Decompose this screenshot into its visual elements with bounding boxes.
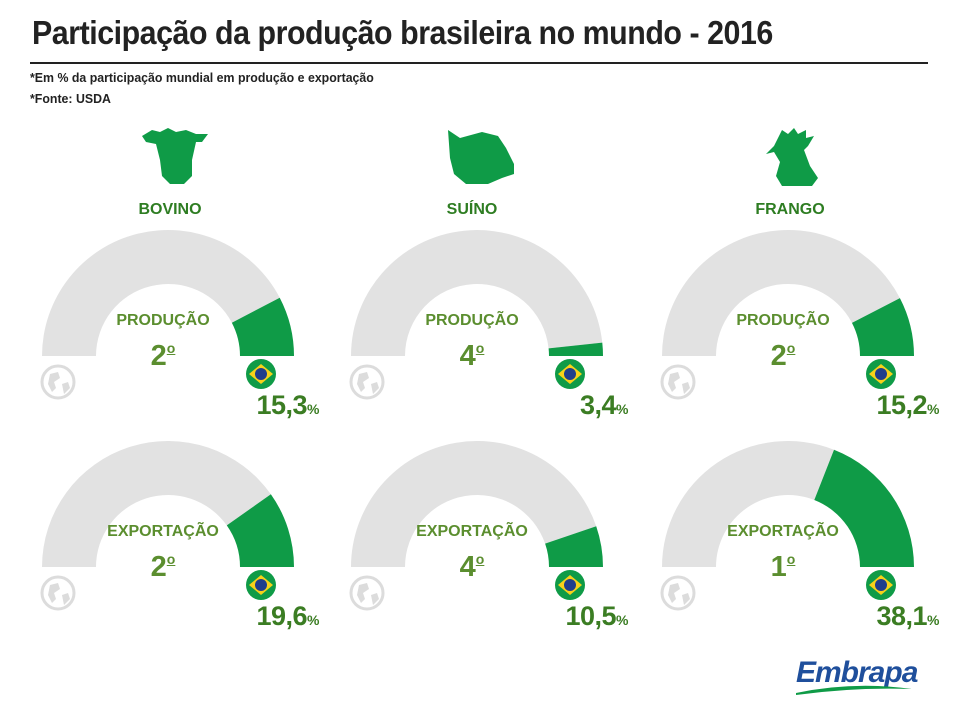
gauge-fill <box>545 526 603 567</box>
gauge-track <box>351 440 597 567</box>
brazil-flag-icon <box>246 570 276 600</box>
gauge-fill <box>851 298 914 356</box>
gauge-rank: 1o <box>770 551 796 583</box>
cow-head-icon <box>142 128 208 184</box>
source-note: *Fonte: USDA <box>30 91 111 106</box>
pig-head-icon <box>448 130 514 184</box>
gauge-percent: 10,5% <box>565 601 628 631</box>
gauge-track <box>351 230 603 356</box>
gauge-track <box>662 440 835 567</box>
gauge-rank: 2o <box>150 551 176 583</box>
gauge-rank: 2o <box>770 340 796 372</box>
brazil-flag-icon <box>866 570 896 600</box>
gauge-rank: 4o <box>459 340 485 372</box>
gauge-metric-label: EXPORTAÇÃO <box>727 523 839 540</box>
gauge-arc <box>351 440 603 567</box>
globe-icon <box>349 364 385 400</box>
gauge-bovino-producao: PRODUÇÃO 2o 15,3% <box>33 230 333 442</box>
gauge-arc <box>662 229 914 356</box>
gauge-suino-producao: PRODUÇÃO 4o 3,4% <box>342 230 642 442</box>
gauge-percent: 15,3% <box>256 390 319 420</box>
gauge-arc <box>42 230 294 356</box>
gauge-arc <box>42 441 294 567</box>
category-label-suino: SUÍNO <box>446 201 498 218</box>
gauge-metric-label: EXPORTAÇÃO <box>416 523 528 540</box>
gauge-percent: 38,1% <box>876 601 939 631</box>
gauge-metric-label: PRODUÇÃO <box>116 312 210 329</box>
category-label-frango: FRANGO <box>755 201 825 218</box>
rooster-head-icon <box>766 128 818 186</box>
brazil-flag-icon <box>866 359 896 389</box>
gauge-fill <box>548 342 603 356</box>
gauge-frango-producao: PRODUÇÃO 2o 15,2% <box>653 229 953 442</box>
gauge-percent: 15,2% <box>876 390 939 420</box>
gauge-rank: 4o <box>459 551 485 583</box>
globe-icon <box>660 575 696 611</box>
gauge-fill <box>814 449 914 567</box>
gauge-fill <box>226 494 294 567</box>
title-underline <box>30 62 928 64</box>
gauge-metric-label: PRODUÇÃO <box>425 312 519 329</box>
globe-icon <box>40 364 76 400</box>
gauge-frango-exportacao: EXPORTAÇÃO 1o 38,1% <box>653 440 953 653</box>
brazil-flag-icon <box>246 359 276 389</box>
gauge-bovino-exportacao: EXPORTAÇÃO 2o 19,6% <box>33 441 333 653</box>
subtitle-note: *Em % da participação mundial em produçã… <box>30 70 374 85</box>
gauge-percent: 3,4% <box>580 390 628 420</box>
globe-icon <box>40 575 76 611</box>
gauge-track <box>42 230 280 356</box>
globe-icon <box>349 575 385 611</box>
category-label-bovino: BOVINO <box>138 201 202 218</box>
brazil-flag-icon <box>555 570 585 600</box>
gauge-track <box>42 441 271 567</box>
gauge-percent: 19,6% <box>256 601 319 631</box>
gauge-metric-label: PRODUÇÃO <box>736 312 830 329</box>
gauge-arc <box>351 230 603 356</box>
logo-swoosh-icon <box>796 685 912 695</box>
gauge-metric-label: EXPORTAÇÃO <box>107 523 219 540</box>
page-title: Participação da produção brasileira no m… <box>32 14 773 51</box>
gauge-arc <box>662 440 914 567</box>
gauge-rank: 2o <box>150 340 176 372</box>
brazil-flag-icon <box>555 359 585 389</box>
gauge-fill <box>231 297 294 356</box>
gauge-track <box>662 229 900 356</box>
gauge-suino-exportacao: EXPORTAÇÃO 4o 10,5% <box>342 440 642 653</box>
embrapa-logo: Embrapa <box>796 656 918 689</box>
globe-icon <box>660 364 696 400</box>
